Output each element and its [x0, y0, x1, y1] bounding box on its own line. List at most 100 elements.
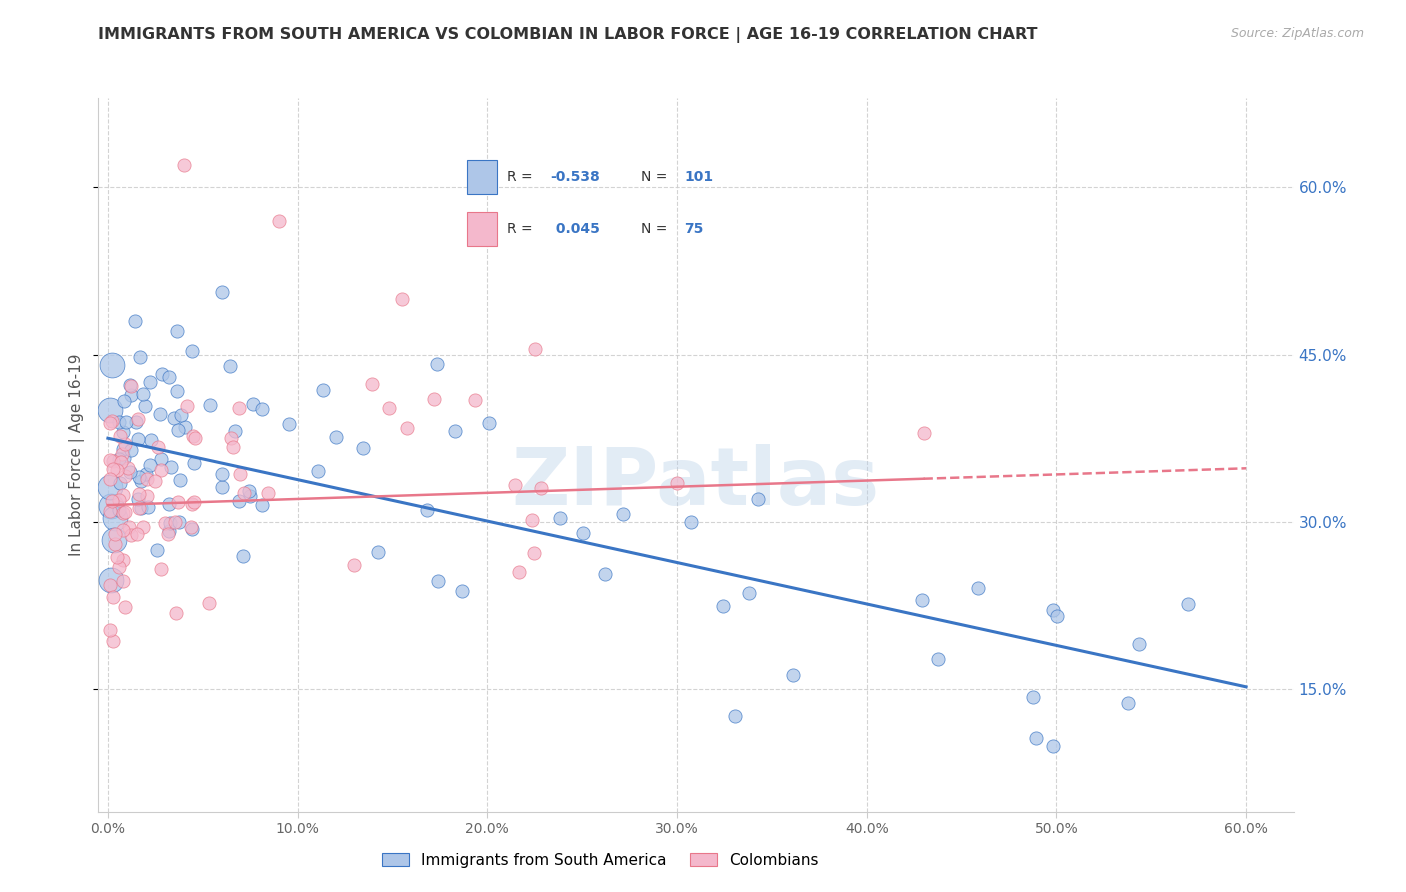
- Point: [181, 497, 204, 511]
- Point: [443, 424, 465, 438]
- Point: [103, 536, 125, 550]
- Point: [451, 584, 474, 599]
- Point: [118, 377, 141, 392]
- Point: [166, 324, 188, 338]
- Point: [396, 421, 419, 435]
- Point: [239, 489, 262, 503]
- Point: [120, 527, 142, 541]
- Point: [129, 474, 152, 488]
- Point: [747, 491, 769, 506]
- Point: [173, 158, 195, 172]
- Point: [181, 522, 204, 536]
- Point: [508, 565, 530, 579]
- Point: [136, 500, 159, 514]
- Point: [157, 526, 180, 541]
- Point: [127, 432, 149, 446]
- Point: [416, 502, 439, 516]
- Point: [107, 415, 129, 429]
- Point: [1021, 690, 1043, 705]
- Point: [149, 408, 172, 422]
- Point: [107, 492, 129, 507]
- Point: [1042, 603, 1064, 617]
- Point: [146, 440, 169, 454]
- Point: [1046, 609, 1069, 624]
- Point: [242, 397, 264, 411]
- Point: [98, 402, 121, 417]
- Point: [112, 574, 135, 588]
- Point: [238, 483, 260, 498]
- Point: [98, 453, 121, 467]
- Point: [211, 467, 233, 482]
- Point: [427, 574, 450, 588]
- Point: [176, 399, 198, 413]
- Point: [522, 513, 544, 527]
- Point: [325, 430, 347, 444]
- Point: [101, 462, 124, 476]
- Point: [166, 423, 188, 437]
- Point: [277, 417, 299, 432]
- Point: [101, 414, 124, 428]
- Point: [1042, 739, 1064, 753]
- Text: IMMIGRANTS FROM SOUTH AMERICA VS COLOMBIAN IN LABOR FORCE | AGE 16-19 CORRELATIO: IMMIGRANTS FROM SOUTH AMERICA VS COLOMBI…: [98, 27, 1038, 43]
- Point: [548, 510, 571, 524]
- Point: [612, 507, 634, 521]
- Point: [108, 502, 131, 516]
- Point: [125, 415, 148, 429]
- Point: [571, 525, 593, 540]
- Point: [107, 559, 129, 574]
- Point: [167, 516, 190, 530]
- Point: [112, 393, 135, 408]
- Point: [157, 524, 180, 539]
- Point: [912, 425, 935, 440]
- Point: [267, 214, 290, 228]
- Point: [360, 377, 382, 392]
- Point: [250, 498, 273, 512]
- Point: [101, 454, 124, 468]
- Point: [125, 527, 148, 541]
- Point: [108, 452, 131, 467]
- Point: [100, 573, 122, 587]
- Point: [104, 511, 127, 525]
- Point: [157, 369, 180, 384]
- Point: [782, 668, 804, 682]
- Point: [1128, 637, 1150, 651]
- Point: [114, 415, 136, 429]
- Point: [183, 456, 205, 470]
- Point: [150, 367, 173, 381]
- Point: [211, 285, 233, 299]
- Y-axis label: In Labor Force | Age 16-19: In Labor Force | Age 16-19: [69, 353, 86, 557]
- Point: [128, 501, 150, 516]
- Point: [927, 652, 949, 666]
- Point: [367, 544, 389, 558]
- Point: [157, 497, 180, 511]
- Point: [129, 500, 152, 515]
- Point: [911, 593, 934, 607]
- Point: [153, 516, 176, 530]
- Point: [120, 442, 142, 457]
- Point: [98, 504, 121, 518]
- Point: [221, 440, 243, 454]
- Point: [232, 549, 254, 563]
- Point: [98, 416, 121, 430]
- Point: [723, 709, 745, 723]
- Point: [114, 468, 136, 483]
- Point: [129, 350, 152, 364]
- Point: [165, 606, 187, 620]
- Point: [128, 470, 150, 484]
- Point: [128, 487, 150, 501]
- Point: [98, 472, 121, 486]
- Point: [530, 481, 553, 495]
- Point: [104, 527, 127, 541]
- Point: [100, 499, 122, 513]
- Point: [183, 495, 205, 509]
- Point: [101, 494, 124, 508]
- Point: [103, 533, 125, 547]
- Point: [150, 463, 173, 477]
- Point: [198, 398, 221, 412]
- Point: [117, 461, 139, 475]
- Point: [98, 623, 121, 637]
- Point: [523, 342, 546, 356]
- Point: [98, 480, 121, 494]
- Point: [221, 431, 243, 445]
- Point: [110, 476, 132, 491]
